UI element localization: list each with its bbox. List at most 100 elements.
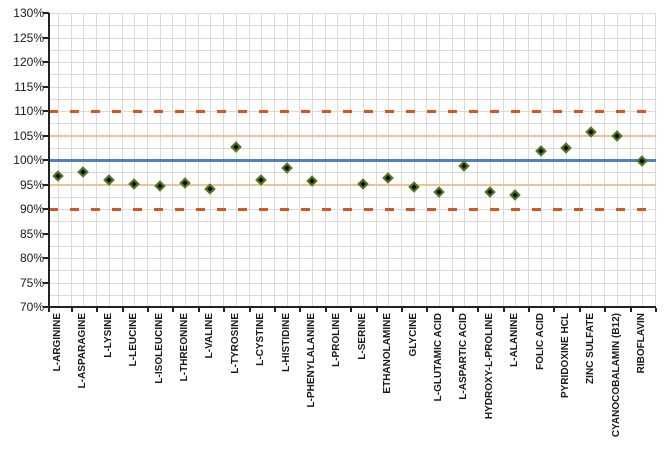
x-axis-category-label: L-GLUTAMIC ACID (433, 313, 444, 402)
data-point-marker (179, 176, 191, 189)
y-axis-tick-label: 75% (19, 275, 44, 290)
y-axis-tick-label: 130% (13, 6, 44, 20)
x-axis-category-label: ZINC SULFATE (585, 313, 597, 384)
gridline-horizontal (49, 282, 655, 284)
x-axis-tick (400, 308, 403, 312)
data-point-marker (128, 178, 140, 190)
data-point-marker (230, 141, 242, 153)
reference-line-110pct (49, 109, 656, 113)
x-axis-category-label: L-HISTIDINE (280, 313, 292, 372)
y-axis-tick (43, 183, 49, 186)
gridline-horizontal (49, 13, 655, 14)
gridline-horizontal (49, 49, 655, 51)
x-axis-tick (299, 308, 302, 312)
x-axis-category-label: L-TYROSINE (229, 313, 241, 374)
data-point-marker (458, 160, 471, 172)
data-point-marker (77, 166, 90, 178)
x-axis-tick (375, 308, 378, 312)
x-axis-tick (121, 308, 124, 312)
y-axis-tick (43, 12, 49, 14)
x-axis-tick (604, 308, 607, 312)
x-axis-category-label: RIBOFLAVIN (636, 313, 648, 374)
y-axis-tick-label: 105% (13, 128, 44, 143)
data-point-marker (153, 180, 166, 192)
x-axis-category-label: L-LYSINE (102, 313, 114, 358)
gridline-horizontal (49, 196, 655, 198)
y-axis-tick (43, 257, 49, 259)
x-axis-tick (477, 308, 480, 312)
gridline-horizontal (49, 258, 655, 259)
y-axis-tick-label: 70% (19, 300, 44, 314)
data-point-marker (357, 178, 369, 190)
x-axis-tick (350, 308, 353, 312)
x-axis-tick (48, 308, 50, 312)
y-axis-tick-label: 125% (13, 30, 44, 45)
data-point-marker (382, 172, 394, 184)
x-axis-tick (578, 308, 581, 312)
x-axis-tick (502, 308, 505, 312)
x-axis-category-label: L-ISOLEUCINE (153, 313, 165, 384)
gridline-horizontal (49, 245, 655, 247)
x-axis-category-label: L-VALINE (204, 313, 216, 359)
y-axis-tick (43, 85, 49, 88)
data-point-marker (560, 142, 572, 154)
x-axis-category-label: L-ALANINE (509, 313, 521, 367)
y-axis-tick (43, 208, 49, 210)
gridline-horizontal (49, 270, 655, 272)
x-axis-tick (70, 308, 73, 312)
x-axis-tick (527, 308, 530, 312)
reference-line-105pct (49, 134, 656, 137)
y-axis-tick-label: 110% (14, 104, 44, 118)
gridline-horizontal (49, 221, 655, 223)
gridline-horizontal (49, 25, 655, 27)
y-axis-tick (43, 232, 49, 235)
gridline-horizontal (49, 233, 655, 235)
x-axis-tick (629, 308, 632, 312)
y-axis-tick-label: 85% (19, 226, 44, 241)
y-axis-tick (43, 36, 49, 39)
x-axis-category-label: L-ASPARAGINE (77, 313, 89, 389)
y-axis-tick-label: 120% (13, 55, 44, 69)
x-axis-tick (273, 308, 276, 312)
y-axis-tick-label: 115% (14, 79, 44, 94)
x-axis-category-label: L-SERINE (356, 313, 368, 360)
y-axis-tick (43, 61, 49, 63)
y-axis-tick-label: 90% (19, 202, 44, 216)
gridline-horizontal (49, 172, 655, 174)
x-axis-line (48, 306, 656, 308)
y-axis-tick-label: 80% (19, 251, 44, 265)
data-point-marker (611, 130, 623, 143)
y-axis-tick-label: 95% (19, 177, 44, 192)
x-axis-category-label: GLYCINE (407, 313, 419, 357)
x-axis-tick (197, 308, 200, 312)
gridline-horizontal (49, 74, 655, 76)
x-axis-tick (223, 308, 226, 312)
x-axis-category-label: PYRIDOXINE HCL (560, 313, 571, 399)
x-axis-category-label: L-THREONINE (179, 313, 190, 382)
gridline-horizontal (49, 37, 655, 39)
x-axis-category-label: ETHANOLAMINE (382, 313, 394, 394)
x-axis-tick (96, 308, 99, 312)
gridline-horizontal (49, 294, 655, 296)
y-axis-tick (43, 306, 49, 308)
x-axis-category-label: L-PHENYLALANINE (306, 313, 317, 408)
y-axis-tick-label: 100% (13, 153, 44, 167)
reference-line-95pct (49, 183, 656, 186)
x-axis-tick (172, 308, 175, 312)
gridline-horizontal (49, 123, 655, 125)
y-axis-tick (43, 110, 49, 112)
x-axis-tick (146, 308, 149, 312)
x-axis-category-label: L-ASPARTIC ACID (458, 313, 470, 400)
x-axis-tick (248, 308, 251, 312)
y-axis-line (48, 13, 50, 307)
x-axis-category-label: L-PROLINE (331, 313, 343, 367)
x-axis-tick (324, 308, 327, 312)
reference-line-100pct (49, 158, 656, 162)
y-axis-tick (43, 281, 49, 284)
y-axis-tick (43, 134, 49, 137)
gridline-horizontal (49, 147, 655, 149)
y-axis-tick (43, 159, 49, 161)
gridline-horizontal (49, 98, 655, 100)
x-axis-tick (451, 308, 454, 312)
